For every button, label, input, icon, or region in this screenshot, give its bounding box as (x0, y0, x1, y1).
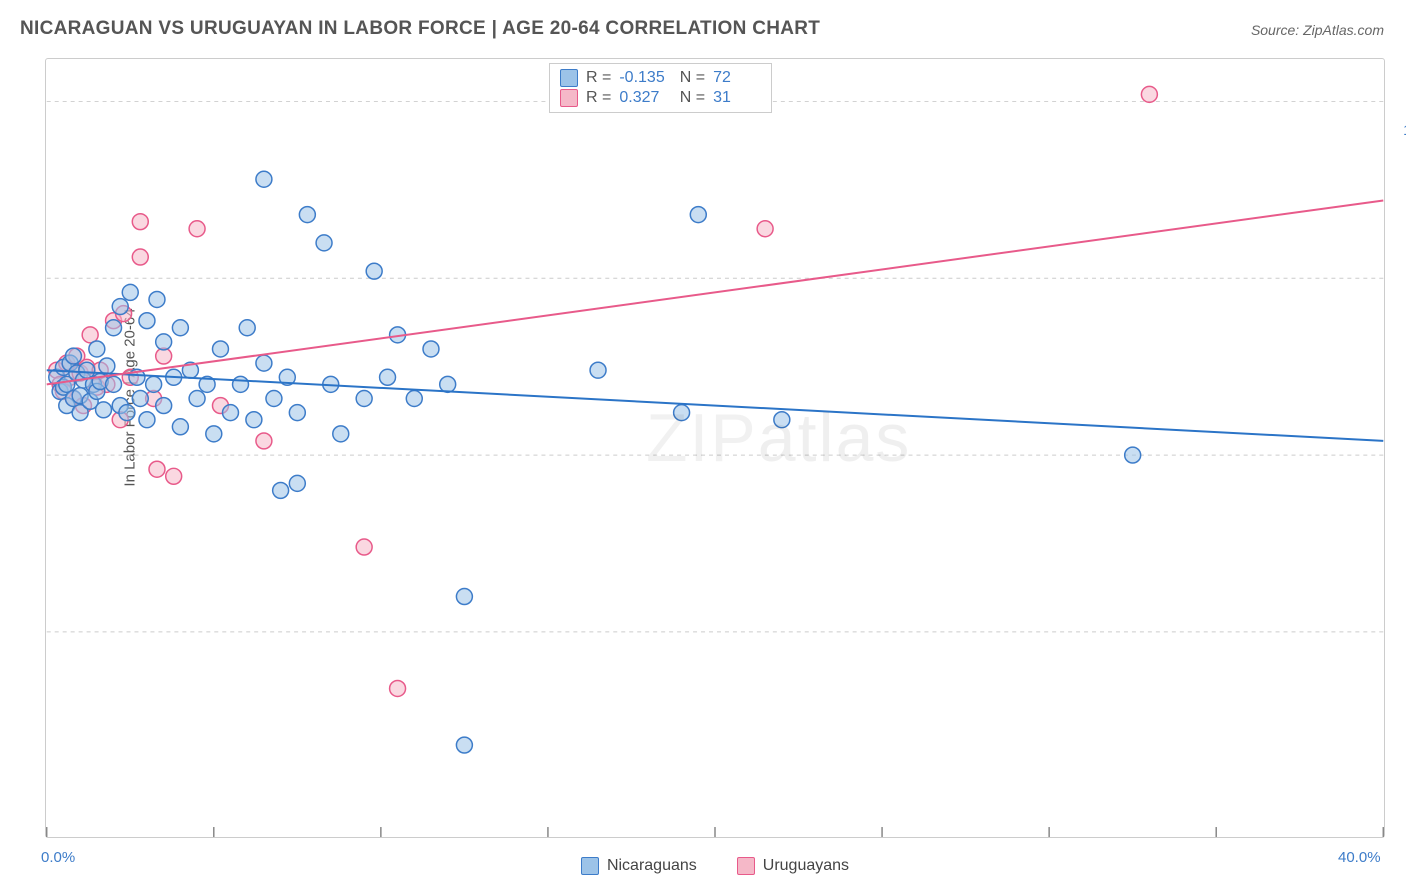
stats-row: R = -0.135 N = 72 (560, 68, 761, 88)
legend-label: Nicaraguans (607, 857, 697, 875)
stat-n-label: N = (675, 89, 705, 107)
stats-legend-box: R = -0.135 N = 72 R = 0.327 N = 31 (549, 63, 772, 113)
x-tick-label: 40.0% (1338, 849, 1381, 866)
plot-panel: In Labor Force | Age 20-64 R =-0.135 N =… (45, 58, 1385, 838)
legend-item: Nicaraguans (581, 857, 697, 875)
legend-item: Uruguayans (737, 857, 849, 875)
stat-r-label: R = (586, 69, 611, 87)
scatter-plot (46, 59, 1384, 837)
legend-swatch (737, 857, 755, 875)
stat-r-value: 0.327 (619, 89, 667, 107)
stats-row: R = 0.327 N = 31 (560, 88, 761, 108)
stat-r-value: -0.135 (619, 69, 667, 87)
bottom-legend: Nicaraguans Uruguayans (46, 857, 1384, 875)
series-swatch (560, 69, 578, 87)
stat-r-label: R = (586, 89, 611, 107)
stat-n-value: 72 (713, 69, 761, 87)
source-label: Source: ZipAtlas.com (1251, 22, 1384, 38)
chart-container: NICARAGUAN VS URUGUAYAN IN LABOR FORCE |… (0, 0, 1406, 892)
x-tick-label: 0.0% (41, 849, 75, 866)
legend-swatch (581, 857, 599, 875)
chart-title: NICARAGUAN VS URUGUAYAN IN LABOR FORCE |… (20, 18, 820, 40)
stat-n-value: 31 (713, 89, 761, 107)
series-swatch (560, 89, 578, 107)
legend-label: Uruguayans (763, 857, 849, 875)
stat-n-label: N = (675, 69, 705, 87)
